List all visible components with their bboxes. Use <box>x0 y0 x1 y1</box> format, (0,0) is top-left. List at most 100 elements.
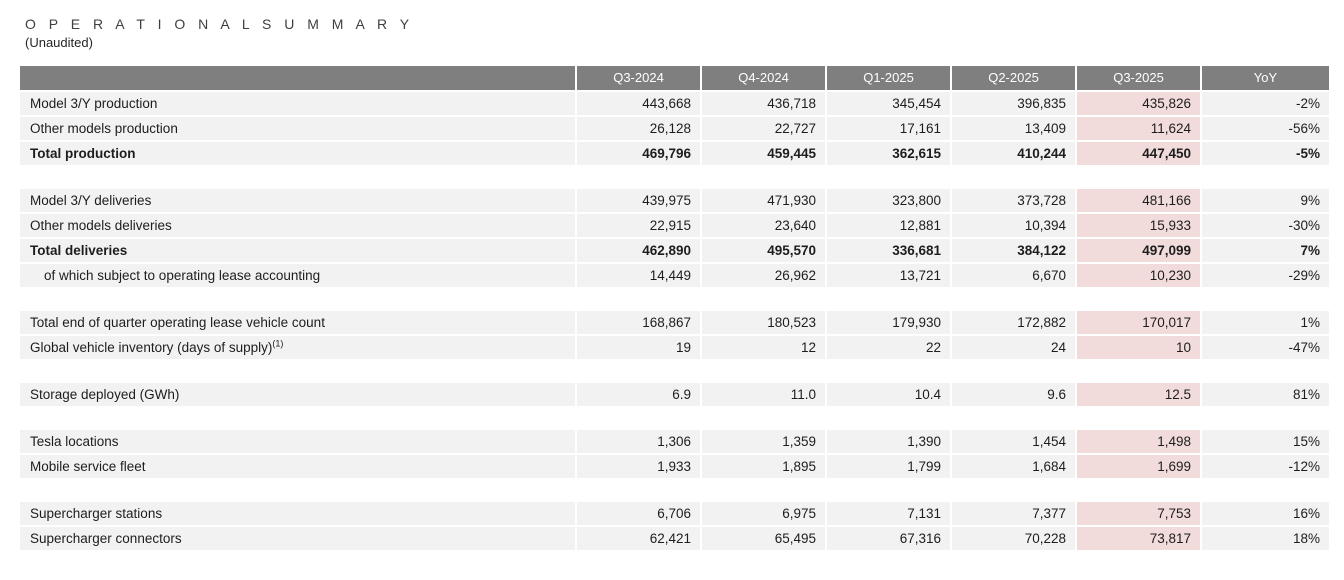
cell-q1-2025: 1,390 <box>827 430 952 453</box>
cell-yoy: 18% <box>1202 527 1329 550</box>
section-gap <box>20 167 1329 189</box>
cell-q1-2025: 22 <box>827 336 952 359</box>
cell-yoy: -5% <box>1202 142 1329 165</box>
cell-yoy: -47% <box>1202 336 1329 359</box>
table-row: Storage deployed (GWh) 6.9 11.0 10.4 9.6 12.5… <box>20 383 1329 406</box>
cell-yoy: -29% <box>1202 264 1329 287</box>
cell-q2-2025: 172,882 <box>952 311 1077 334</box>
cell-q4-2024: 23,640 <box>702 214 827 237</box>
row-label: Supercharger connectors <box>20 527 577 550</box>
cell-q2-2025: 9.6 <box>952 383 1077 406</box>
row-label: Mobile service fleet <box>20 455 577 478</box>
cell-q1-2025: 323,800 <box>827 189 952 212</box>
table-row: Supercharger stations 6,706 6,975 7,131 7,37… <box>20 502 1329 525</box>
cell-q1-2025: 7,131 <box>827 502 952 525</box>
footnote-marker: (1) <box>272 338 284 349</box>
cell-q1-2025: 13,721 <box>827 264 952 287</box>
cell-yoy: -56% <box>1202 117 1329 140</box>
table-row: Model 3/Y production 443,668 436,718 345,45… <box>20 92 1329 115</box>
table-row: Total end of quarter operating lease veh… <box>20 311 1329 334</box>
table-row: Model 3/Y deliveries 439,975 471,930 323,80… <box>20 189 1329 212</box>
cell-q3-2024: 19 <box>577 336 702 359</box>
cell-q3-2024: 168,867 <box>577 311 702 334</box>
cell-q3-2024: 439,975 <box>577 189 702 212</box>
col-header-q1-2025: Q1-2025 <box>827 66 952 90</box>
cell-q3-2025: 15,933 <box>1077 214 1202 237</box>
cell-q2-2025: 10,394 <box>952 214 1077 237</box>
cell-q3-2024: 443,668 <box>577 92 702 115</box>
cell-q3-2025: 73,817 <box>1077 527 1202 550</box>
cell-q3-2025: 497,099 <box>1077 239 1202 262</box>
cell-q4-2024: 1,359 <box>702 430 827 453</box>
table-row: Supercharger connectors 62,421 65,495 67,31… <box>20 527 1329 550</box>
cell-q3-2024: 6.9 <box>577 383 702 406</box>
cell-q3-2025: 481,166 <box>1077 189 1202 212</box>
row-label: Supercharger stations <box>20 502 577 525</box>
cell-q4-2024: 1,895 <box>702 455 827 478</box>
cell-q2-2025: 1,684 <box>952 455 1077 478</box>
row-label: Tesla locations <box>20 430 577 453</box>
cell-q2-2025: 1,454 <box>952 430 1077 453</box>
cell-q1-2025: 12,881 <box>827 214 952 237</box>
cell-q4-2024: 65,495 <box>702 527 827 550</box>
table-row: Other models production 26,128 22,727 17,16… <box>20 117 1329 140</box>
cell-q2-2025: 7,377 <box>952 502 1077 525</box>
table-row: Global vehicle inventory (days of supply… <box>20 336 1329 359</box>
cell-yoy: -2% <box>1202 92 1329 115</box>
table-body: Model 3/Y production 443,668 436,718 345,45… <box>20 92 1329 550</box>
cell-q1-2025: 336,681 <box>827 239 952 262</box>
cell-yoy: 16% <box>1202 502 1329 525</box>
row-label: Total end of quarter operating lease veh… <box>20 311 577 334</box>
cell-q4-2024: 6,975 <box>702 502 827 525</box>
col-header-q3-2025: Q3-2025 <box>1077 66 1202 90</box>
cell-yoy: -12% <box>1202 455 1329 478</box>
cell-q2-2025: 373,728 <box>952 189 1077 212</box>
table-row: Mobile service fleet 1,933 1,895 1,799 1,684… <box>20 455 1329 478</box>
row-label: Total production <box>20 142 577 165</box>
col-header-yoy: YoY <box>1202 66 1329 90</box>
cell-q1-2025: 67,316 <box>827 527 952 550</box>
cell-q3-2024: 462,890 <box>577 239 702 262</box>
section-gap <box>20 361 1329 383</box>
row-label: Other models production <box>20 117 577 140</box>
row-label: of which subject to operating lease acco… <box>20 264 577 287</box>
col-header-q3-2024: Q3-2024 <box>577 66 702 90</box>
cell-q3-2024: 1,933 <box>577 455 702 478</box>
cell-q4-2024: 495,570 <box>702 239 827 262</box>
cell-yoy: 1% <box>1202 311 1329 334</box>
cell-q1-2025: 179,930 <box>827 311 952 334</box>
cell-q3-2024: 469,796 <box>577 142 702 165</box>
cell-q4-2024: 11.0 <box>702 383 827 406</box>
cell-yoy: 81% <box>1202 383 1329 406</box>
cell-yoy: 7% <box>1202 239 1329 262</box>
cell-q4-2024: 436,718 <box>702 92 827 115</box>
cell-q3-2024: 26,128 <box>577 117 702 140</box>
section-gap <box>20 480 1329 502</box>
cell-q4-2024: 26,962 <box>702 264 827 287</box>
table-row: Total production 469,796 459,445 362,615 410… <box>20 142 1329 165</box>
cell-q2-2025: 24 <box>952 336 1077 359</box>
cell-q1-2025: 362,615 <box>827 142 952 165</box>
cell-q3-2025: 12.5 <box>1077 383 1202 406</box>
cell-q2-2025: 384,122 <box>952 239 1077 262</box>
page-subtitle: (Unaudited) <box>25 35 93 50</box>
cell-q1-2025: 1,799 <box>827 455 952 478</box>
cell-yoy: 9% <box>1202 189 1329 212</box>
row-label: Total deliveries <box>20 239 577 262</box>
cell-q3-2025: 447,450 <box>1077 142 1202 165</box>
cell-q3-2025: 11,624 <box>1077 117 1202 140</box>
table-row: Tesla locations 1,306 1,359 1,390 1,454 1,498… <box>20 430 1329 453</box>
title-block: O P E R A T I O N A L S U M M A R Y (Una… <box>25 16 414 50</box>
cell-q3-2025: 170,017 <box>1077 311 1202 334</box>
cell-q1-2025: 10.4 <box>827 383 952 406</box>
cell-q2-2025: 410,244 <box>952 142 1077 165</box>
cell-q3-2025: 7,753 <box>1077 502 1202 525</box>
row-label: Other models deliveries <box>20 214 577 237</box>
section-gap <box>20 408 1329 430</box>
col-header-metric <box>20 66 577 90</box>
cell-q3-2024: 1,306 <box>577 430 702 453</box>
cell-q4-2024: 12 <box>702 336 827 359</box>
row-label: Global vehicle inventory (days of supply… <box>20 336 577 359</box>
table-row: of which subject to operating lease acco… <box>20 264 1329 287</box>
row-label: Model 3/Y production <box>20 92 577 115</box>
